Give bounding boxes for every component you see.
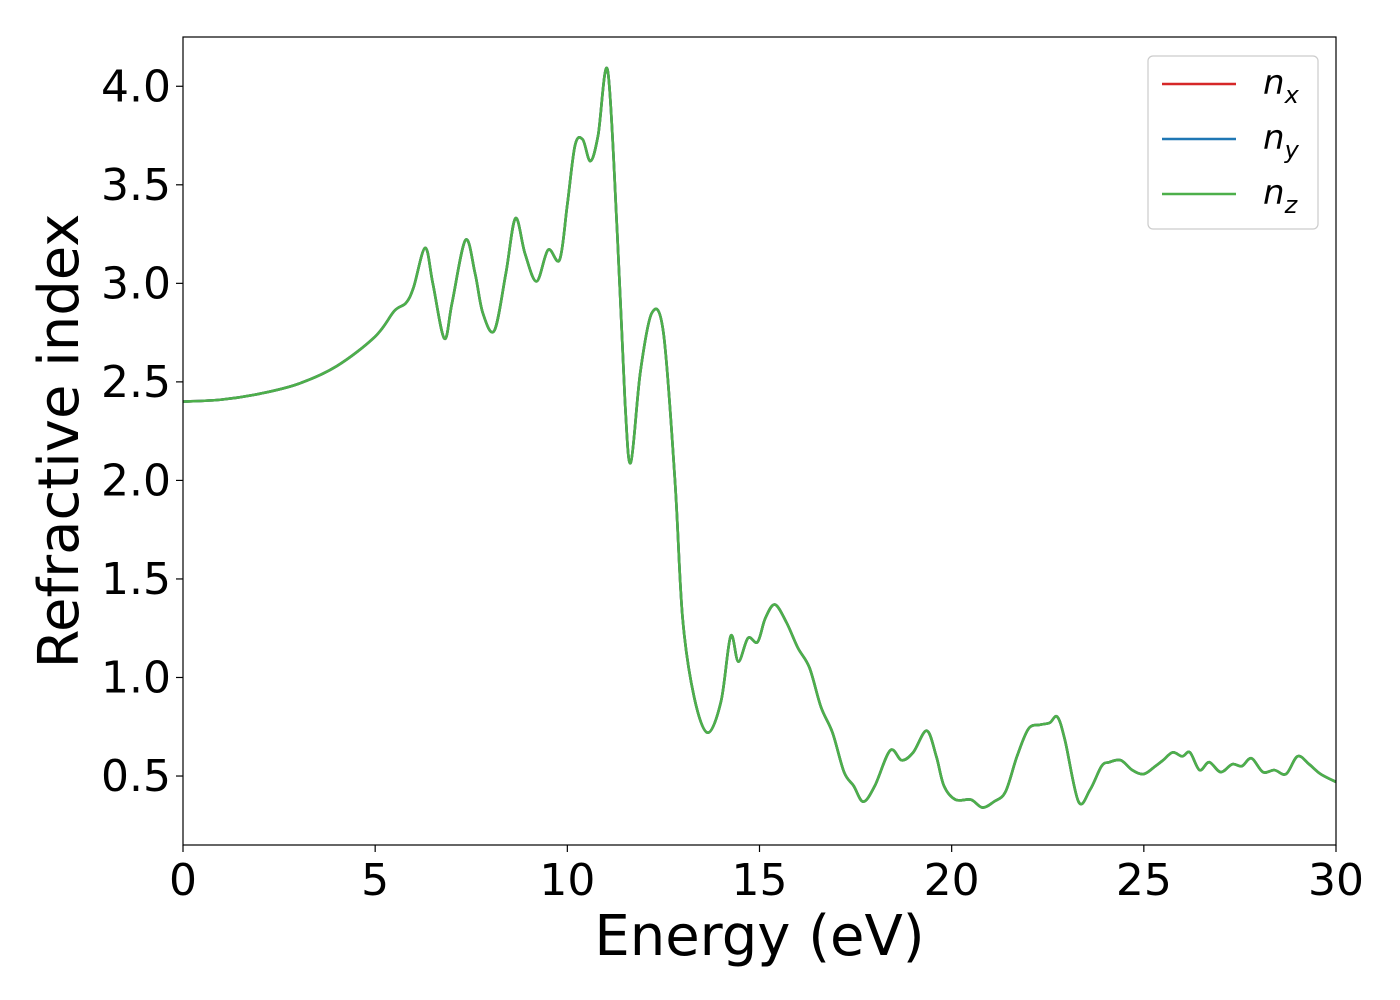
y-tick-label: 1.5 xyxy=(101,554,171,605)
x-tick-label: 25 xyxy=(1116,855,1172,906)
y-tick-label: 3.5 xyxy=(101,160,171,211)
x-tick-label: 5 xyxy=(361,855,389,906)
series-line-z xyxy=(182,66,1337,809)
legend-label-y: ny xyxy=(1263,118,1300,164)
x-tick-label: 20 xyxy=(924,855,980,906)
x-axis-title: Energy (eV) xyxy=(594,904,924,969)
y-axis-title: Refractive index xyxy=(27,214,92,669)
legend-label-x: nx xyxy=(1263,63,1300,109)
series-layer xyxy=(182,66,1337,809)
y-tick-label: 0.5 xyxy=(101,751,171,802)
x-tick-label: 0 xyxy=(169,855,197,906)
y-tick-label: 2.0 xyxy=(101,455,171,506)
x-tick-label: 10 xyxy=(539,855,595,906)
legend-label-z: nz xyxy=(1263,173,1299,219)
y-tick-label: 2.5 xyxy=(101,357,171,408)
legend-box xyxy=(1147,55,1319,230)
y-tick-label: 3.0 xyxy=(101,258,171,309)
y-tick-label: 4.0 xyxy=(101,61,171,112)
x-tick-label: 15 xyxy=(732,855,788,906)
y-tick-label: 1.0 xyxy=(101,652,171,703)
x-tick-label: 30 xyxy=(1308,855,1364,906)
ticks-layer: 0 5 10 15 20 25 30 0.5 1.0 1.5 2.0 2.5 3.0 3.5 4.0 xyxy=(101,61,1364,906)
legend: nx ny nz xyxy=(1147,55,1319,230)
